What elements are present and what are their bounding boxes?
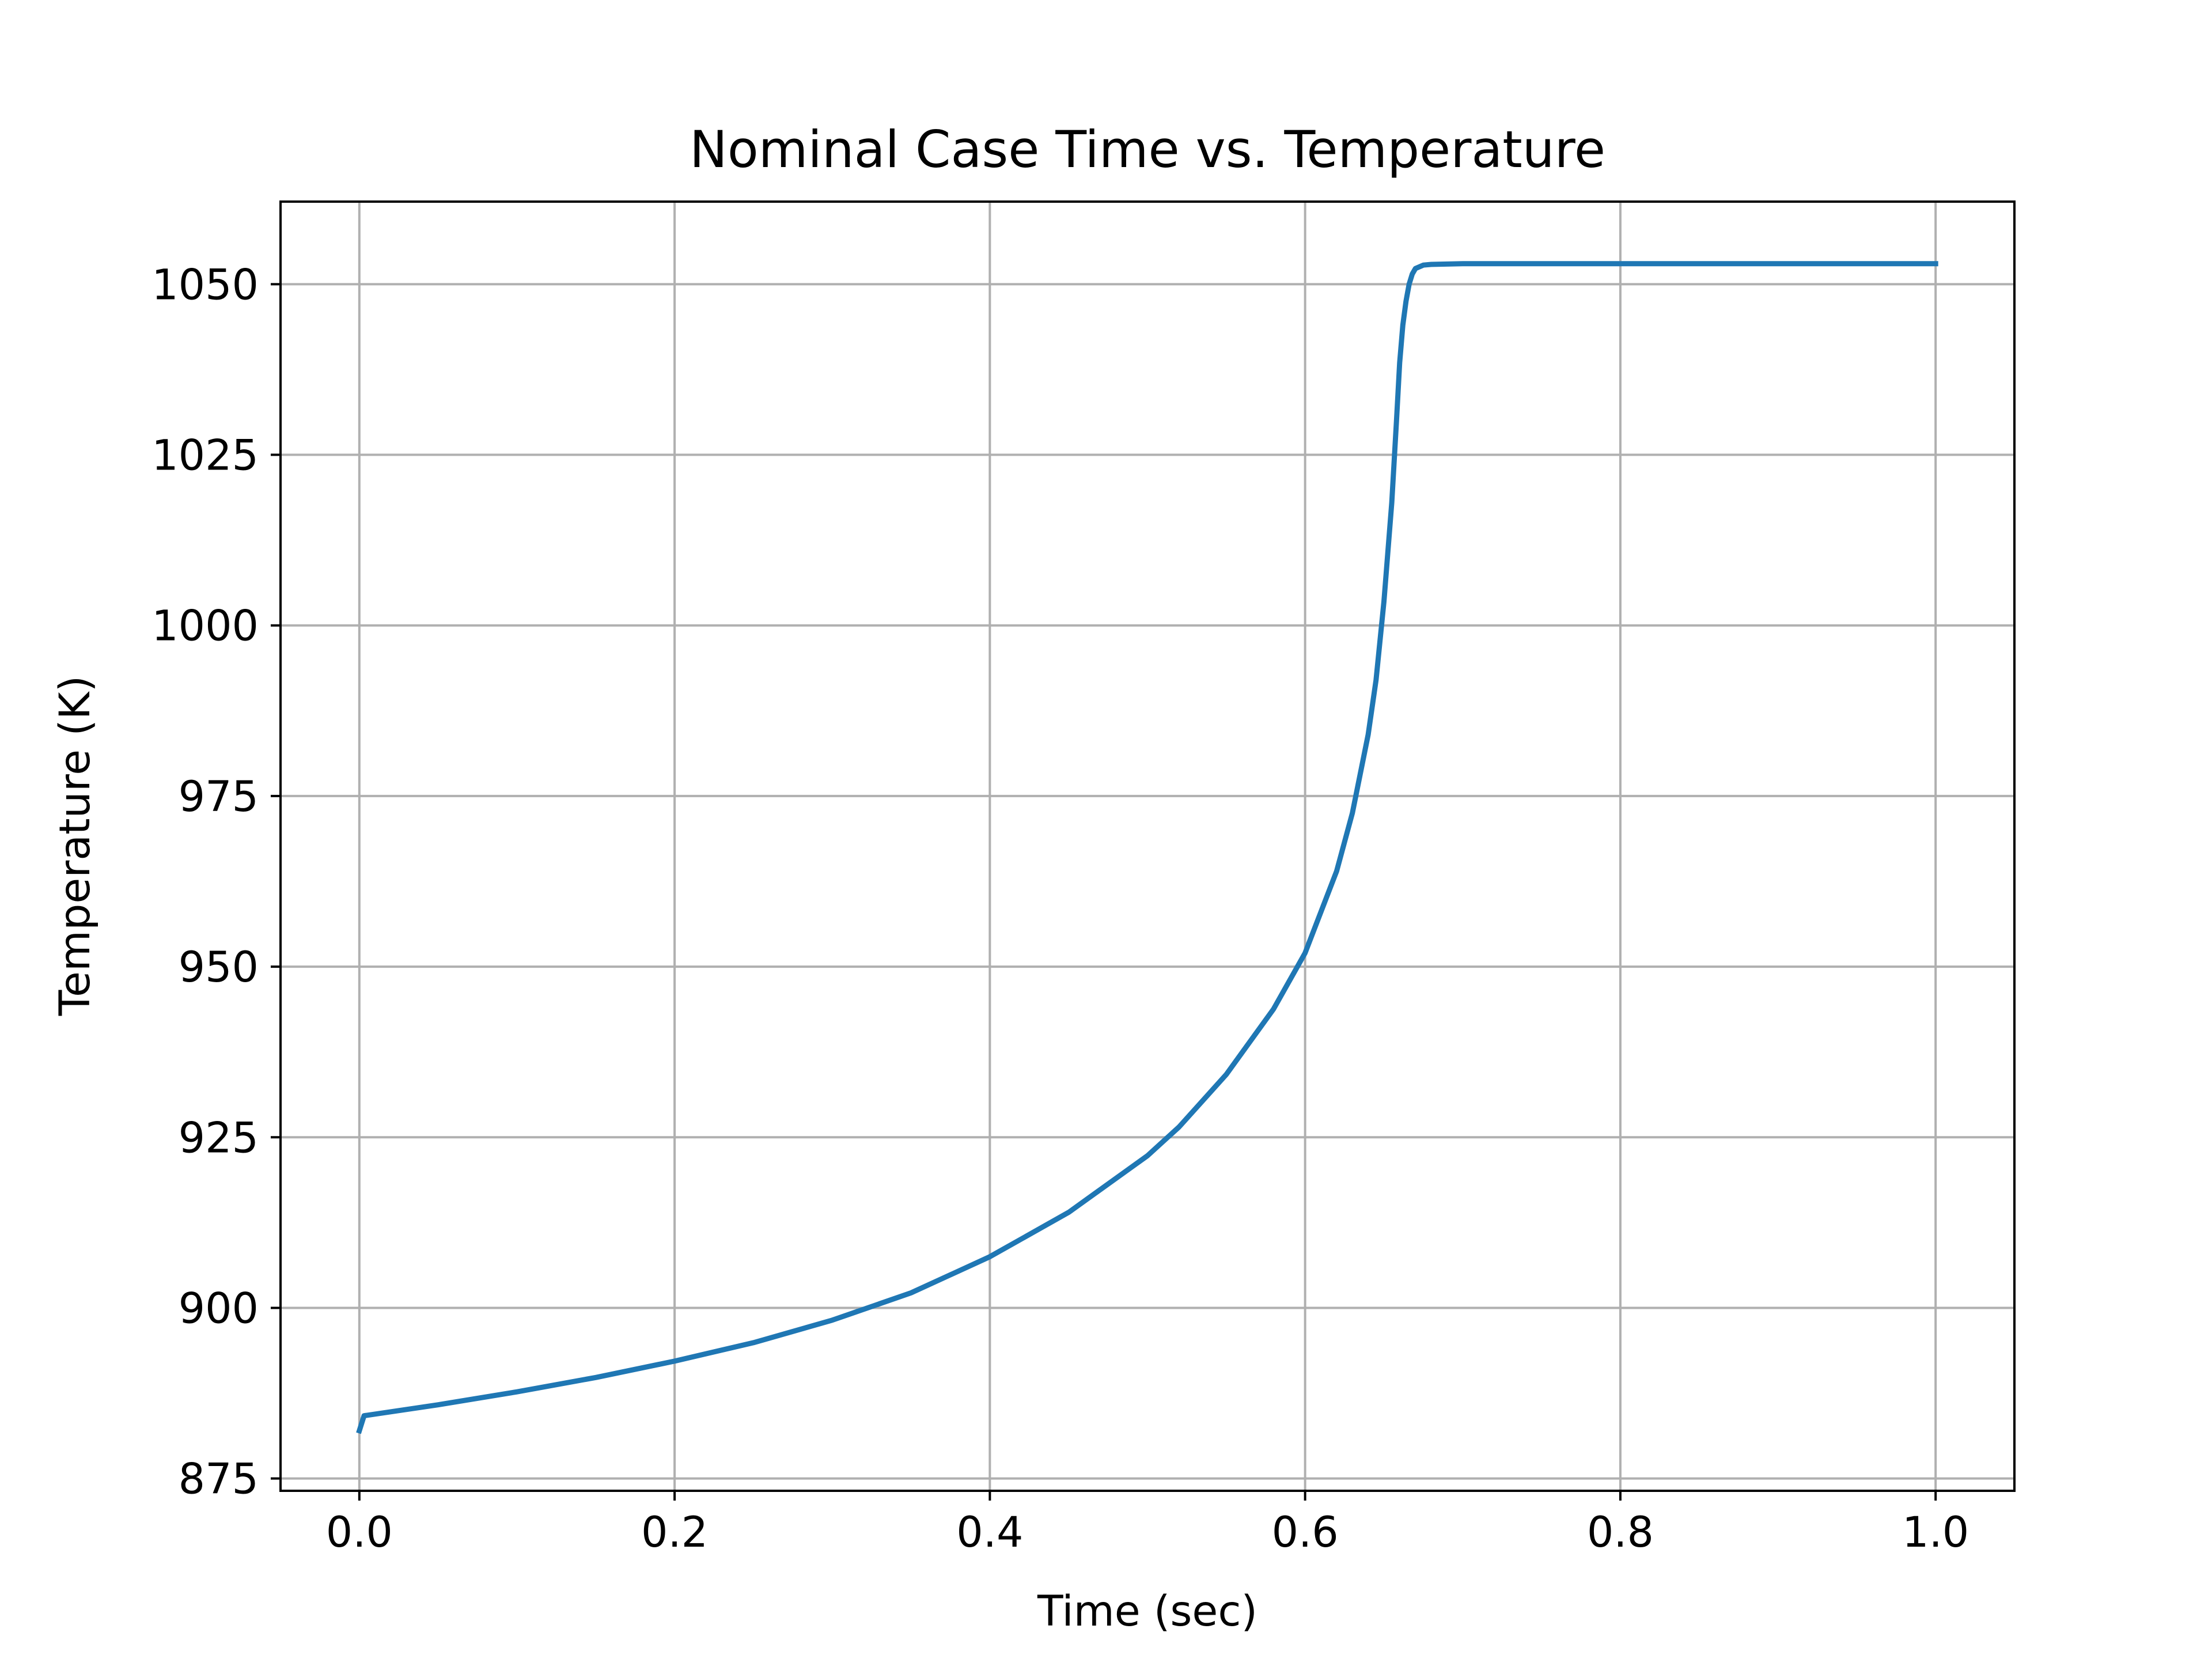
- x-tick-label: 0.0: [326, 1508, 393, 1557]
- y-tick-label: 1050: [151, 260, 259, 309]
- y-axis-label: Temperature (K): [51, 676, 100, 1016]
- x-axis-label: Time (sec): [1037, 1587, 1257, 1636]
- y-tick-label: 1025: [151, 431, 259, 480]
- y-tick-label: 975: [179, 772, 259, 821]
- y-tick-label: 950: [179, 943, 259, 992]
- x-tick-label: 1.0: [1902, 1508, 1969, 1557]
- y-tick-label: 925: [179, 1113, 259, 1162]
- y-tick-label: 900: [179, 1284, 259, 1333]
- y-tick-label: 1000: [151, 602, 259, 651]
- x-tick-label: 0.8: [1587, 1508, 1654, 1557]
- y-tick-label: 875: [179, 1455, 259, 1504]
- x-tick-label: 0.6: [1272, 1508, 1339, 1557]
- x-tick-label: 0.4: [956, 1508, 1023, 1557]
- x-tick-label: 0.2: [641, 1508, 708, 1557]
- chart-title: Nominal Case Time vs. Temperature: [690, 120, 1605, 179]
